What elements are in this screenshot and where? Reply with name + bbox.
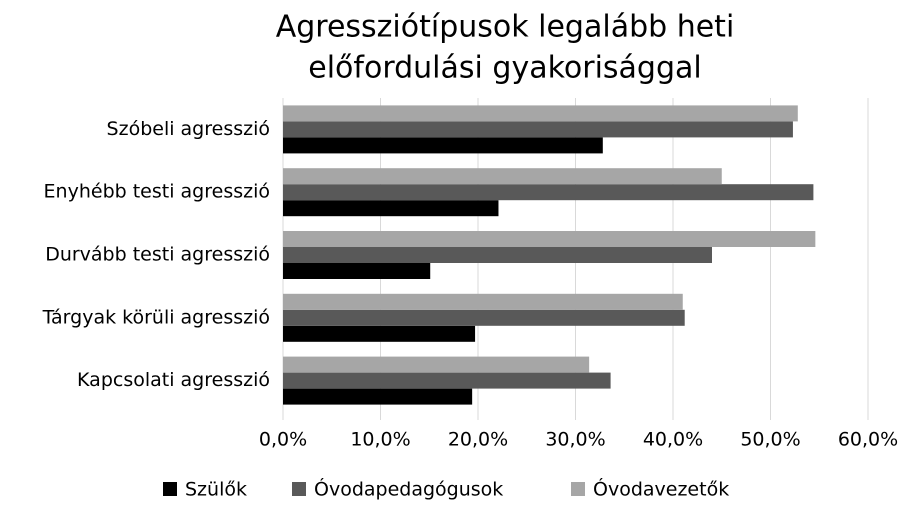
- category-label: Kapcsolati agresszió: [77, 369, 270, 391]
- bar: [283, 293, 683, 310]
- category-label: Tárgyak körüli agresszió: [42, 306, 270, 328]
- x-tick-label: 30,0%: [545, 429, 605, 451]
- category-label: Enyhébb testi agresszió: [44, 181, 270, 203]
- x-tick-label: 60,0%: [838, 429, 898, 451]
- bar: [283, 168, 722, 185]
- legend-label: Óvodapedagógusok: [314, 477, 503, 501]
- x-tick-label: 10,0%: [350, 429, 410, 451]
- bar: [283, 388, 473, 405]
- bar: [283, 121, 793, 138]
- bar: [283, 263, 431, 279]
- legend-swatch: [571, 482, 585, 496]
- x-tick-label: 0,0%: [259, 429, 307, 451]
- x-tick-label: 50,0%: [740, 429, 800, 451]
- bar: [283, 184, 814, 201]
- bar: [283, 137, 603, 154]
- legend-swatch: [163, 482, 177, 496]
- category-label: Durvább testi agresszió: [45, 244, 270, 266]
- bar: [283, 356, 590, 373]
- chart-title: előfordulási gyakorisággal: [308, 51, 701, 86]
- bar: [283, 372, 611, 389]
- legend-swatch: [292, 482, 306, 496]
- bar: [283, 200, 499, 217]
- bar: [283, 231, 816, 247]
- category-label: Szóbeli agresszió: [107, 118, 270, 140]
- bar: [283, 105, 798, 122]
- legend-label: Óvodavezetők: [593, 477, 729, 501]
- bar: [283, 247, 712, 263]
- x-tick-label: 40,0%: [643, 429, 703, 451]
- bar: [283, 325, 476, 342]
- legend-label: Szülők: [185, 479, 247, 501]
- x-tick-label: 20,0%: [448, 429, 508, 451]
- bar: [283, 309, 685, 326]
- chart-title: Agressziótípusok legalább heti: [276, 10, 735, 45]
